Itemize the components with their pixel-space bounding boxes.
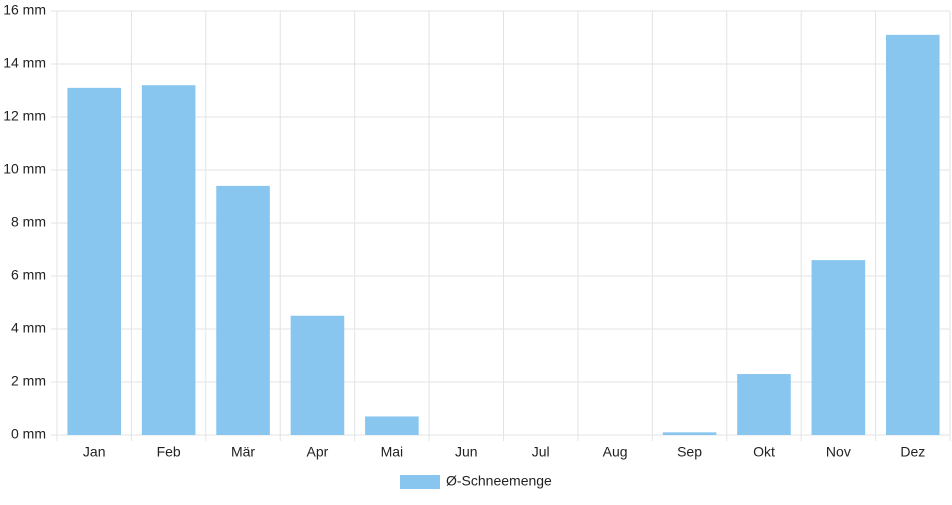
x-tick-label: Dez xyxy=(900,444,925,460)
x-tick-label: Jan xyxy=(83,444,106,460)
y-tick-label: 12 mm xyxy=(3,108,46,124)
x-tick-label: Mai xyxy=(381,444,404,460)
x-tick-label: Aug xyxy=(603,444,628,460)
y-tick-label: 4 mm xyxy=(11,320,46,336)
bar xyxy=(811,260,866,435)
y-tick-label: 8 mm xyxy=(11,214,46,230)
bar xyxy=(737,374,791,435)
x-tick-label: Sep xyxy=(677,444,702,460)
x-tick-label: Feb xyxy=(157,444,181,460)
y-tick-label: 2 mm xyxy=(11,373,46,389)
bar xyxy=(365,416,419,435)
x-tick-label: Nov xyxy=(826,444,851,460)
x-tick-label: Mär xyxy=(231,444,255,460)
y-tick-label: 10 mm xyxy=(3,161,46,177)
x-tick-label: Okt xyxy=(753,444,775,460)
bar xyxy=(141,85,196,435)
y-tick-label: 14 mm xyxy=(3,55,46,71)
bar xyxy=(67,87,121,435)
y-tick-label: 0 mm xyxy=(11,426,46,442)
y-tick-label: 6 mm xyxy=(11,267,46,283)
bar xyxy=(662,432,717,435)
bar xyxy=(290,315,345,435)
legend-label: Ø-Schneemenge xyxy=(446,473,552,489)
bar xyxy=(886,34,940,435)
y-tick-label: 16 mm xyxy=(3,2,46,18)
bar xyxy=(216,185,270,435)
legend-swatch xyxy=(400,475,440,489)
x-tick-label: Jun xyxy=(455,444,478,460)
x-tick-label: Jul xyxy=(532,444,550,460)
x-tick-label: Apr xyxy=(307,444,329,460)
